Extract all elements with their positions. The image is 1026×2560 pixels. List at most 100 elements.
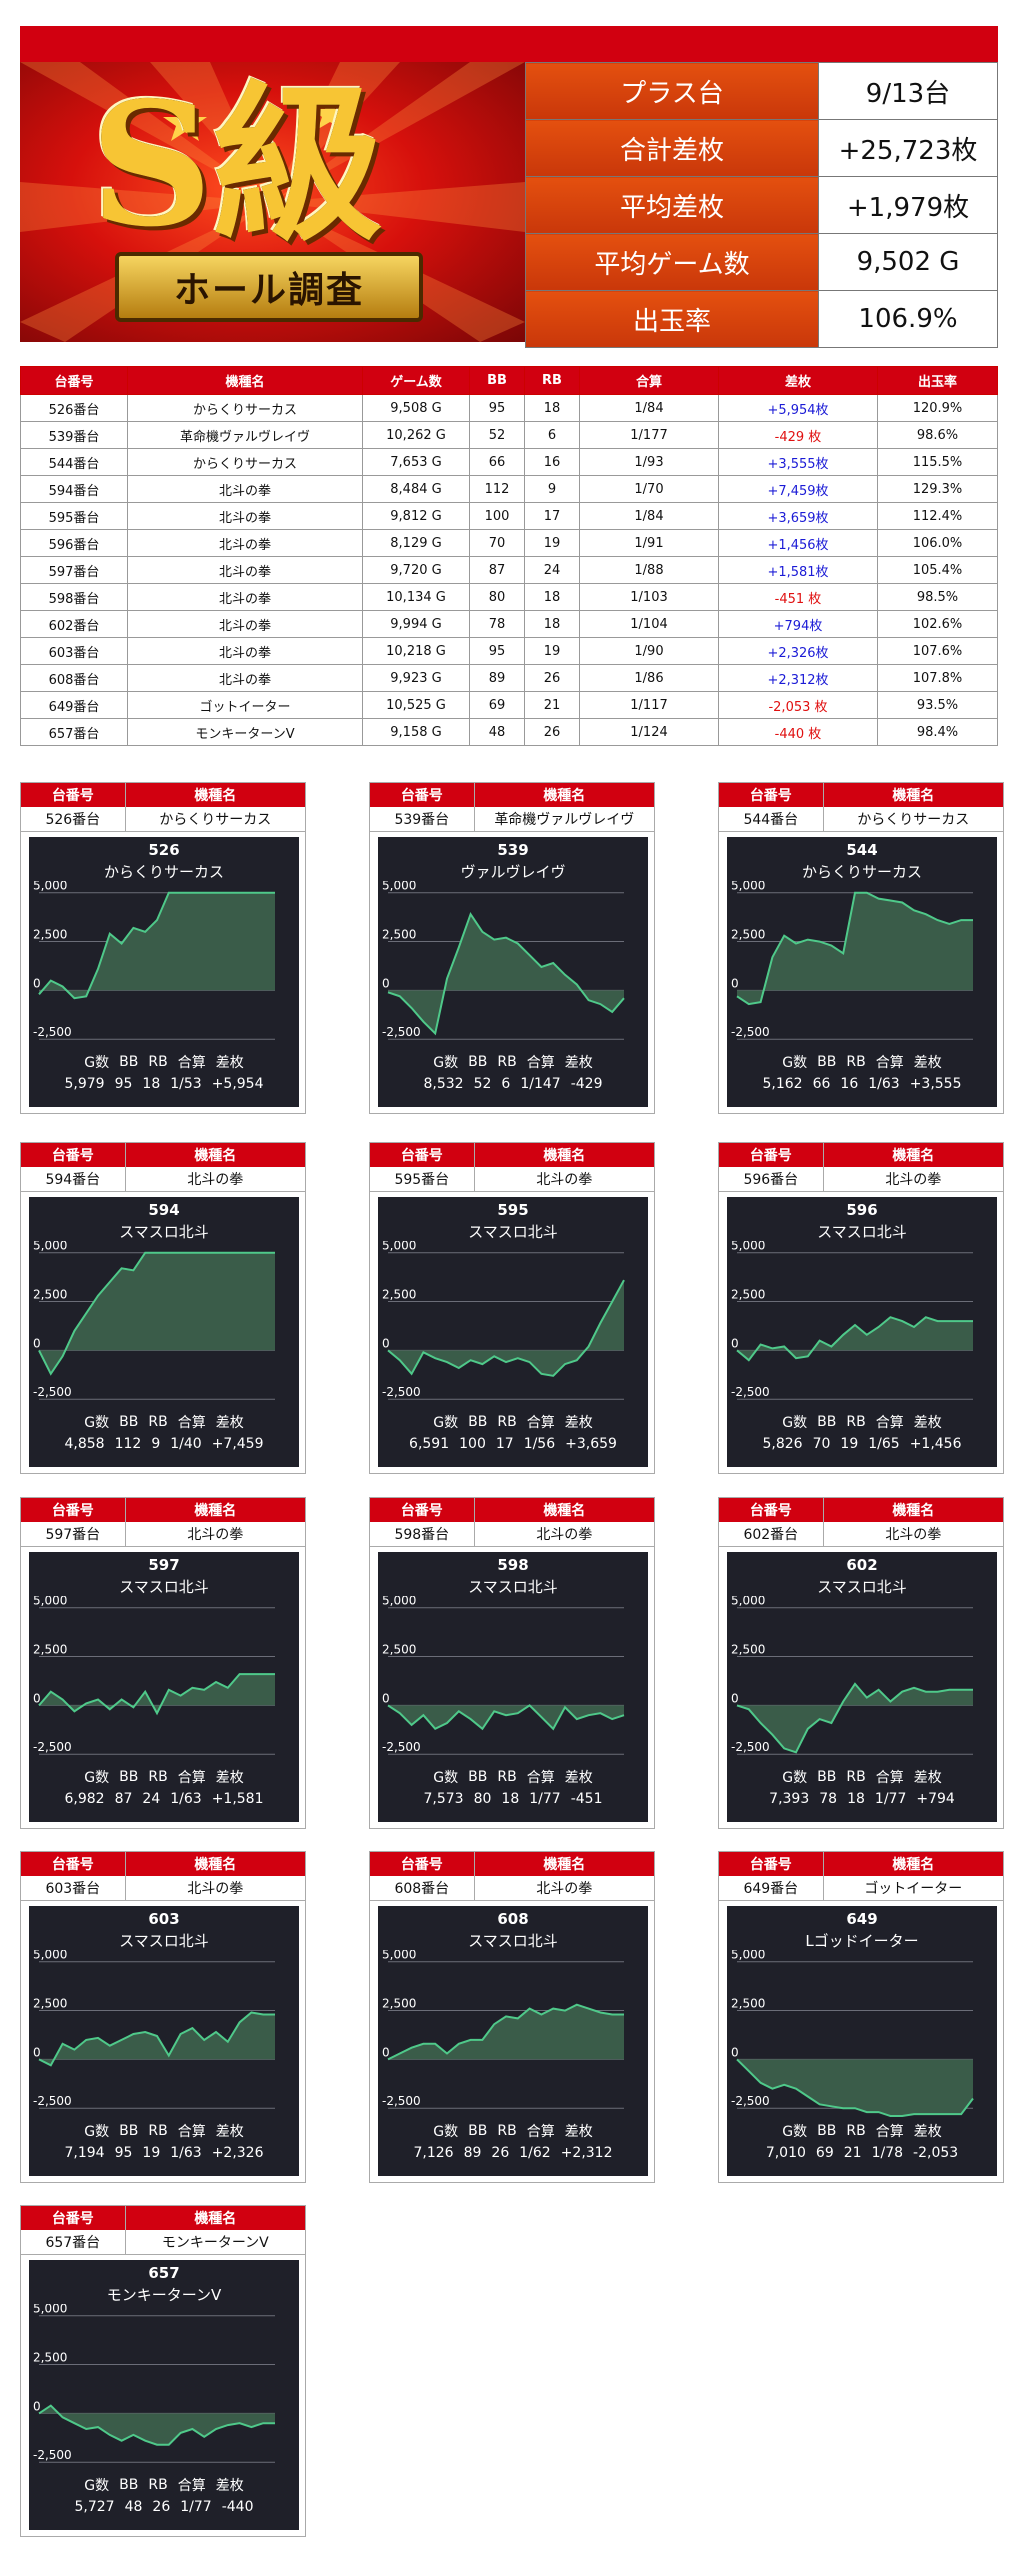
- graph-machine-name: スマスロ北斗: [119, 1578, 209, 1596]
- card-info: 544番台 からくりサーカス: [719, 807, 1003, 832]
- table-row: 602番台 北斗の拳 9,994 G 78 18 1/104 +794枚 102.6%: [20, 610, 998, 638]
- stats-header: BB: [119, 2477, 139, 2493]
- graph-panel: 544 からくりサーカス 5,000 2,500 0 -2,500 G数 BB RB 合算 差枚 5,…: [727, 837, 997, 1107]
- card-model: 北斗の拳: [536, 1172, 593, 1188]
- stat-games: 6,982: [64, 1791, 105, 1807]
- stat-games: 5,727: [74, 2499, 115, 2515]
- card-info: 594番台 北斗の拳: [21, 1167, 305, 1192]
- machine-card[interactable]: 台番号 機種名 596番台 北斗の拳 596 スマスロ北斗 5,000 2,500 0 -2,50…: [718, 1142, 1004, 1474]
- stats-header: RB: [148, 2123, 168, 2139]
- stats-header-row: G数 BB RB 合算 差枚: [727, 1051, 997, 1073]
- table-row: 657番台 モンキーターンV 9,158 G 48 26 1/124 -440 枚 98.4%: [20, 718, 998, 746]
- y-tick-label: 5,000: [33, 1596, 67, 1608]
- stats-value-row: 4,858 112 9 1/40 +7,459: [29, 1433, 299, 1455]
- stats-header: 合算: [526, 2124, 555, 2140]
- y-tick-label: 2,500: [33, 1643, 67, 1657]
- card-no: 602番台: [719, 1522, 824, 1546]
- table-cell-games: 10,262 G: [362, 421, 470, 449]
- graph-stats: G数 BB RB 合算 差枚 7,126 89 26 1/62 +2,312: [378, 2120, 648, 2164]
- y-tick-label: 5,000: [382, 1241, 416, 1253]
- table-row: 608番台 北斗の拳 9,923 G 89 26 1/86 +2,312枚 107.8%: [20, 664, 998, 692]
- stats-header: BB: [119, 2123, 139, 2139]
- stats-header: BB: [119, 1769, 139, 1785]
- machine-card[interactable]: 台番号 機種名 597番台 北斗の拳 597 スマスロ北斗 5,000 2,500 0 -2,50…: [20, 1497, 306, 1829]
- stat-bb: 89: [463, 2145, 482, 2161]
- table-cell-model: 北斗の拳: [127, 502, 363, 530]
- card-model: ゴットイーター: [864, 1881, 963, 1897]
- card-header: 台番号 機種名: [719, 783, 1003, 807]
- stat-diff: +1,456: [909, 1436, 962, 1452]
- y-tick-label: 2,500: [731, 1997, 765, 2011]
- table-cell-rate: 107.6%: [877, 637, 998, 665]
- table-cell-rb: 26: [524, 664, 580, 692]
- table-row: 544番台 からくりサーカス 7,653 G 66 16 1/93 +3,555枚 115.5…: [20, 448, 998, 476]
- stats-header: 合算: [177, 1055, 206, 1071]
- machine-card[interactable]: 台番号 機種名 526番台 からくりサーカス 526 からくりサーカス 5,000 2,500…: [20, 782, 306, 1114]
- machine-card[interactable]: 台番号 機種名 608番台 北斗の拳 608 スマスロ北斗 5,000 2,500 0 -2,50…: [369, 1851, 655, 2183]
- y-tick-label: 0: [33, 1336, 41, 1350]
- stat-diff: -2,053: [913, 2145, 959, 2161]
- machine-card[interactable]: 台番号 機種名 595番台 北斗の拳 595 スマスロ北斗 5,000 2,500 0 -2,50…: [369, 1142, 655, 1474]
- table-cell-no: 603番台: [20, 637, 128, 665]
- table-cell-bb: 80: [469, 583, 525, 611]
- card-info: 649番台 ゴットイーター: [719, 1876, 1003, 1901]
- y-tick-label: 5,000: [33, 881, 67, 893]
- stats-header-row: G数 BB RB 合算 差枚: [29, 1766, 299, 1788]
- table-header-row: 台番号 機種名 ゲーム数 BB RB 合算 差枚 出玉率: [20, 366, 998, 395]
- table-cell-model: 北斗の拳: [127, 610, 363, 638]
- machine-card[interactable]: 台番号 機種名 594番台 北斗の拳 594 スマスロ北斗 5,000 2,500 0 -2,50…: [20, 1142, 306, 1474]
- machine-card[interactable]: 台番号 機種名 539番台 革命機ヴァルヴレイヴ 539 ヴァルヴレイヴ 5,000 2,50…: [369, 782, 655, 1114]
- stats-header: G数: [782, 2124, 808, 2140]
- card-no: 657番台: [21, 2230, 126, 2254]
- stats-header: G数: [84, 1770, 110, 1786]
- stat-diff: +1,581: [211, 1791, 264, 1807]
- graph-machine-number: 526: [148, 841, 180, 859]
- card-header: 台番号 機種名: [21, 783, 305, 807]
- card-no: 649番台: [719, 1876, 824, 1900]
- table-cell-diff: +5,954枚: [718, 394, 878, 422]
- card-header: 台番号 機種名: [21, 1852, 305, 1876]
- table-cell-model: からくりサーカス: [127, 394, 363, 422]
- graph-machine-number: 539: [497, 841, 529, 859]
- card-header-model: 機種名: [892, 1503, 935, 1519]
- stats-value-row: 7,573 80 18 1/77 -451: [378, 1788, 648, 1810]
- card-header-model: 機種名: [543, 1857, 586, 1873]
- machine-card[interactable]: 台番号 機種名 603番台 北斗の拳 603 スマスロ北斗 5,000 2,500 0 -2,50…: [20, 1851, 306, 2183]
- table-cell-games: 9,994 G: [362, 610, 470, 638]
- stat-diff: +794: [916, 1791, 955, 1807]
- stat-diff: +3,659: [565, 1436, 617, 1452]
- table-cell-diff: -429 枚: [718, 421, 878, 449]
- stat-games: 4,858: [64, 1436, 105, 1452]
- table-cell-diff: +2,312枚: [718, 664, 878, 692]
- y-tick-label: 0: [33, 2399, 41, 2413]
- machine-card[interactable]: 台番号 機種名 544番台 からくりサーカス 544 からくりサーカス 5,000 2,500…: [718, 782, 1004, 1114]
- stat-bb: 66: [812, 1076, 831, 1092]
- stats-header-row: G数 BB RB 合算 差枚: [29, 1051, 299, 1073]
- machine-card[interactable]: 台番号 機種名 598番台 北斗の拳 598 スマスロ北斗 5,000 2,500 0 -2,50…: [369, 1497, 655, 1829]
- graph-panel: 595 スマスロ北斗 5,000 2,500 0 -2,500 G数 BB RB 合算 差枚 6,59…: [378, 1197, 648, 1467]
- summary-label: 平均ゲーム数: [525, 233, 819, 291]
- card-header-no: 台番号: [719, 1143, 824, 1167]
- table-cell-combined: 1/117: [579, 691, 719, 719]
- graph-machine-name: スマスロ北斗: [817, 1578, 907, 1596]
- y-tick-label: 5,000: [382, 1950, 416, 1962]
- table-row: 595番台 北斗の拳 9,812 G 100 17 1/84 +3,659枚 112.4%: [20, 502, 998, 530]
- card-model: 北斗の拳: [187, 1881, 244, 1897]
- table-cell-bb: 89: [469, 664, 525, 692]
- card-header-model: 機種名: [892, 788, 935, 804]
- header-bb: BB: [469, 366, 525, 395]
- machine-card[interactable]: 台番号 機種名 649番台 ゴットイーター 649 Lゴッドイーター 5,000 2,500 0…: [718, 1851, 1004, 2183]
- graph-stats: G数 BB RB 合算 差枚 8,532 52 6 1/147 -429: [378, 1051, 648, 1095]
- stat-rb: 17: [495, 1436, 514, 1452]
- table-cell-no: 608番台: [20, 664, 128, 692]
- table-cell-model: からくりサーカス: [127, 448, 363, 476]
- machine-card[interactable]: 台番号 機種名 657番台 モンキーターンV 657 モンキーターンV 5,000 2,500…: [20, 2205, 306, 2537]
- stat-games: 5,162: [762, 1076, 803, 1092]
- table-row: 597番台 北斗の拳 9,720 G 87 24 1/88 +1,581枚 105.4%: [20, 556, 998, 584]
- series-area: [388, 1280, 624, 1376]
- series-area: [39, 1674, 275, 1714]
- summary-row: 平均差枚 +1,979枚: [525, 176, 998, 234]
- machine-card[interactable]: 台番号 機種名 602番台 北斗の拳 602 スマスロ北斗 5,000 2,500 0 -2,50…: [718, 1497, 1004, 1829]
- series-area: [388, 1705, 624, 1729]
- stat-rb: 26: [152, 2499, 171, 2515]
